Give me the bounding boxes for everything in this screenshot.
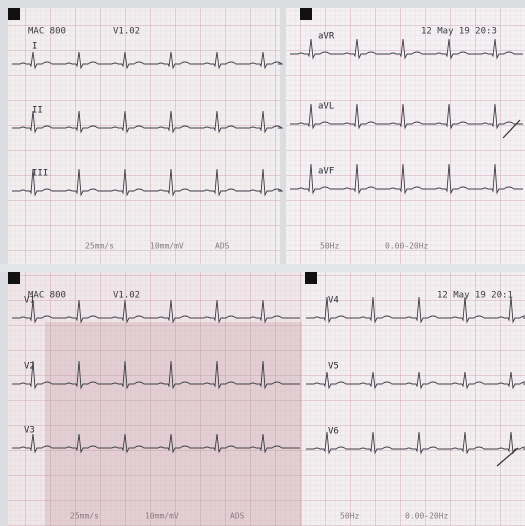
header: 12 May 19 20:3 bbox=[421, 27, 497, 37]
lead-label: aVF bbox=[318, 167, 334, 177]
corner-mark bbox=[8, 8, 20, 20]
grid bbox=[286, 8, 525, 264]
lead-label: III bbox=[32, 169, 48, 179]
footer-text: 25mm/s bbox=[70, 512, 99, 521]
divider bbox=[0, 264, 525, 272]
photo: MAC 800V1.02IIIIII25mm/s10mm/mVADS12 May… bbox=[0, 0, 525, 526]
footer-text: 25mm/s bbox=[85, 242, 114, 251]
lead-label: V4 bbox=[328, 296, 339, 306]
grid bbox=[302, 272, 525, 526]
footer-text: 50Hz bbox=[320, 242, 339, 251]
grid bbox=[8, 8, 280, 264]
version: V1.02 bbox=[113, 27, 140, 37]
footer-text: 10mm/mV bbox=[150, 242, 184, 251]
header: MAC 800 bbox=[28, 27, 66, 37]
footer-text: ADS bbox=[215, 242, 230, 251]
footer-text: 50Hz bbox=[340, 512, 359, 521]
footer-text: ADS bbox=[230, 512, 245, 521]
lead-label: V5 bbox=[328, 362, 339, 372]
lead-label: aVR bbox=[318, 32, 335, 42]
lead-label: V6 bbox=[328, 427, 339, 437]
page: {"top_left": {"header": "MAC 800", "vers… bbox=[0, 0, 525, 526]
footer-text: 0.00-20Hz bbox=[405, 512, 449, 521]
footer-text: 0.00-20Hz bbox=[385, 242, 429, 251]
version: V1.02 bbox=[113, 291, 140, 301]
lead-label: I bbox=[32, 42, 37, 52]
corner-mark bbox=[305, 272, 317, 284]
lead-label: aVL bbox=[318, 102, 334, 112]
footer-text: 10mm/mV bbox=[145, 512, 179, 521]
corner-mark bbox=[300, 8, 312, 20]
header: 12 May 19 20:1 bbox=[437, 291, 513, 301]
corner-mark bbox=[8, 272, 20, 284]
shadow bbox=[45, 322, 315, 526]
